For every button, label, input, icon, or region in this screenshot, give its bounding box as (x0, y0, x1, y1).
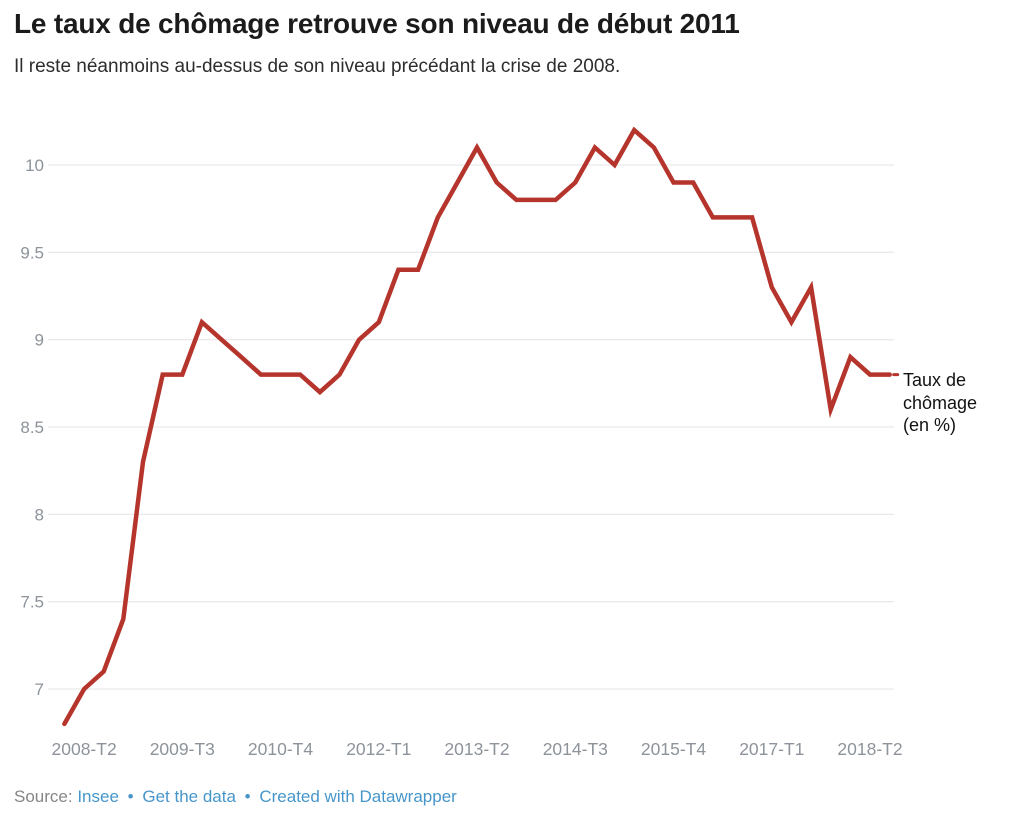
series-label-line1: Taux de (903, 370, 967, 390)
y-axis-tick-label: 8.5 (20, 418, 44, 437)
line-chart: 7 7.5 8 8.5 9 9.5 10 2008-T2 2009-T3 2010-T4 2012-… (20, 126, 903, 759)
y-axis-tick-label: 7 (35, 680, 44, 699)
x-axis-tick-label: 2009-T3 (150, 739, 215, 759)
x-axis-tick-label: 2018-T2 (837, 739, 902, 759)
y-axis-tick-label: 10 (25, 156, 44, 175)
get-data-link[interactable]: Get the data (142, 787, 236, 806)
separator-dot: • (127, 787, 134, 806)
y-axis-tick-label: 9 (35, 331, 44, 350)
datawrapper-credit-link[interactable]: Created with Datawrapper (259, 787, 457, 806)
y-axis-tick-label: 7.5 (20, 593, 44, 612)
chart-subtitle: Il reste néanmoins au-dessus de son nive… (14, 56, 621, 77)
y-axis-tick-label: 9.5 (20, 243, 44, 262)
series-label: Taux de chômage (en %) (903, 369, 1019, 437)
y-axis-tick-label: 8 (35, 505, 44, 524)
x-axis-tick-label: 2010-T4 (248, 739, 313, 759)
unemployment-rate-line (62, 126, 892, 727)
series-label-line3: (en %) (903, 415, 957, 435)
x-axis-tick-label: 2008-T2 (52, 739, 117, 759)
x-axis-tick-label: 2012-T1 (346, 739, 411, 759)
x-axis-tick-label: 2015-T4 (641, 739, 706, 759)
source-label: Source: (14, 787, 73, 806)
series-label-line2: chômage (903, 392, 978, 413)
x-axis-tick-label: 2017-T1 (739, 739, 804, 759)
x-axis-tick-label: 2014-T3 (543, 739, 608, 759)
source-link[interactable]: Insee (77, 787, 119, 806)
source-line: Source: Insee • Get the data • Created w… (14, 787, 1004, 807)
x-axis-tick-label: 2013-T2 (444, 739, 509, 759)
chart-title: Le taux de chômage retrouve son niveau d… (14, 8, 740, 39)
separator-dot: • (244, 787, 251, 806)
